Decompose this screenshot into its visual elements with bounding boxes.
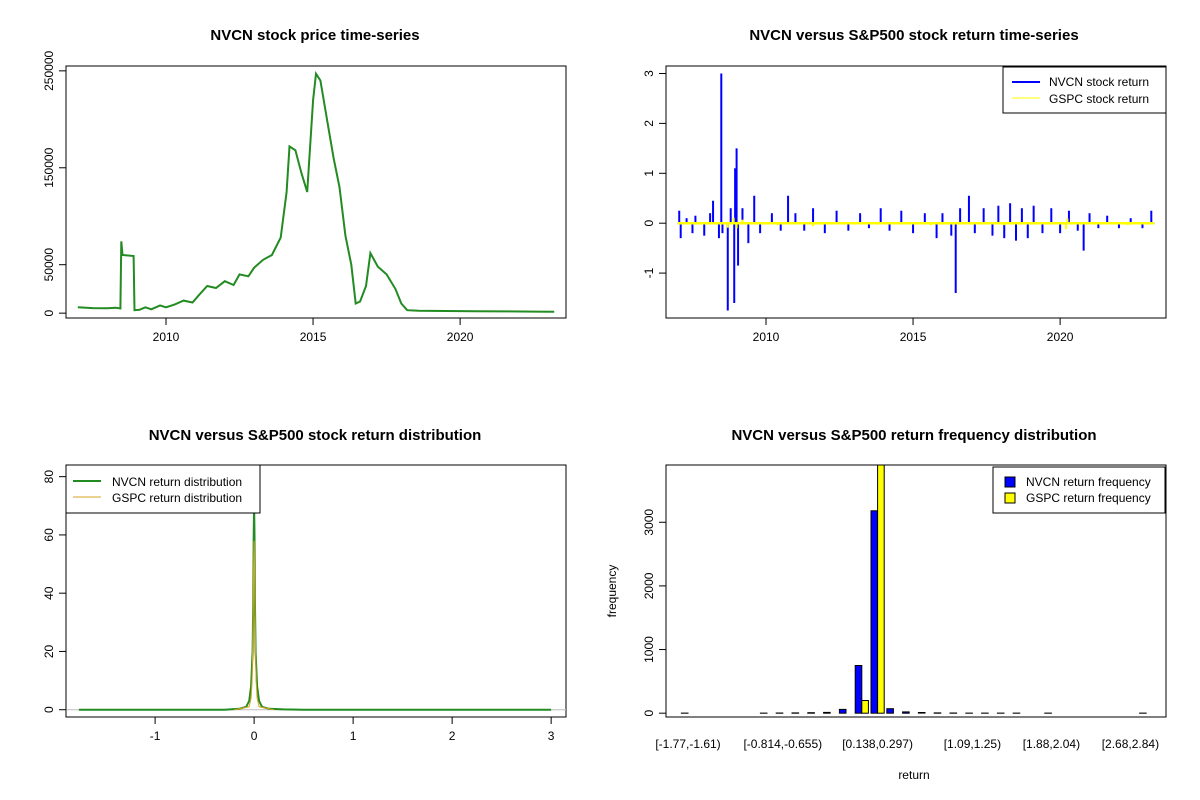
y-tick-label: 80 [42,470,56,484]
y-tick-label: 150000 [42,147,56,187]
x-tick-label: 2015 [900,330,927,344]
y-tick-label: 3000 [642,509,656,536]
gspc-frequency-bar [861,700,869,714]
legend-label-nvcn-distribution: NVCN return distribution [112,475,242,489]
legend-label-gspc-return: GSPC stock return [1049,92,1149,106]
return-distribution-panel: NVCN versus S&P500 stock return distribu… [42,427,567,743]
x-tick-label: 2010 [753,330,780,344]
legend-swatch-gspc-frequency [1004,492,1016,504]
x-tick-label: 2010 [153,330,180,344]
price-timeseries-panel: NVCN stock price time-series 2010 2015 202… [42,27,567,344]
x-tick-label: 2 [449,729,456,743]
nvcn-density-curve [78,505,552,711]
gspc-frequency-bar [877,464,885,714]
histogram-bin-label: [-0.814,-0.655) [743,737,822,751]
legend-label-nvcn-return: NVCN stock return [1049,75,1149,89]
distribution-legend: NVCN return distribution GSPC return dis… [65,464,261,514]
nvcn-frequency-bar [870,510,879,714]
distribution-legend-box [65,464,261,514]
nvcn-frequency-bar [886,708,894,714]
histogram-bin-label: [0.138,0.297) [842,737,913,751]
y-tick-label: 1000 [642,636,656,663]
gspc-density-curve [234,540,274,711]
y-tick-label: 2000 [642,572,656,599]
x-tick-label: 2015 [300,330,327,344]
y-tick-label: 0 [42,309,56,316]
histogram-bin-label: [-1.77,-1.61) [655,737,720,751]
legend-label-gspc-frequency: GSPC return frequency [1026,491,1151,505]
histogram-y-axis-label: frequency [605,565,619,618]
histogram-bin-label: [1.09,1.25) [944,737,1001,751]
price-chart-title: NVCN stock price time-series [210,27,419,44]
legend-swatch-nvcn-frequency [1004,476,1016,488]
return-chart-title: NVCN versus S&P500 stock return time-ser… [749,27,1078,44]
y-tick-label: 0 [642,710,656,717]
x-tick-label: 0 [251,729,258,743]
return-timeseries-panel: NVCN versus S&P500 stock return time-ser… [642,27,1167,344]
nvcn-frequency-bar [823,711,831,714]
x-tick-label: -1 [150,729,161,743]
x-tick-label: 3 [548,729,555,743]
y-tick-label: 50000 [42,248,56,282]
nvcn-frequency-bar [838,708,847,714]
y-tick-label: 3 [642,70,656,77]
frequency-histogram-panel: NVCN versus S&P500 return frequency dist… [605,427,1167,782]
return-legend: NVCN stock return GSPC stock return [1002,66,1167,114]
y-tick-label: 20 [42,644,56,658]
nvcn-frequency-bar [854,665,863,714]
distribution-chart-title: NVCN versus S&P500 stock return distribu… [149,427,482,444]
y-tick-label: 60 [42,528,56,542]
y-tick-label: 2 [642,120,656,127]
y-tick-label: 250000 [42,51,56,91]
return-legend-box [1002,66,1167,114]
y-tick-label: 1 [642,170,656,177]
y-tick-label: 0 [42,706,56,713]
histogram-chart-title: NVCN versus S&P500 return frequency dist… [731,427,1096,444]
price-plot-frame [65,65,567,319]
nvcn-frequency-bar [917,712,926,714]
histogram-bin-label: [1.88,2.04) [1023,737,1080,751]
legend-label-nvcn-frequency: NVCN return frequency [1026,475,1151,489]
y-tick-label: 0 [642,220,656,227]
y-tick-label: -1 [642,267,656,278]
y-tick-label: 40 [42,586,56,600]
price-series-line [77,70,555,313]
nvcn-frequency-bar [902,711,910,714]
nvcn-frequency-bar [807,712,815,714]
histogram-x-axis-label: return [898,768,929,782]
x-tick-label: 2020 [447,330,474,344]
x-tick-label: 1 [350,729,357,743]
histogram-bin-label: [2.68,2.84) [1102,737,1159,751]
histogram-legend: NVCN return frequency GSPC return freque… [992,466,1166,514]
x-tick-label: 2020 [1047,330,1074,344]
histogram-legend-box [992,466,1166,514]
legend-label-gspc-distribution: GSPC return distribution [112,491,242,505]
